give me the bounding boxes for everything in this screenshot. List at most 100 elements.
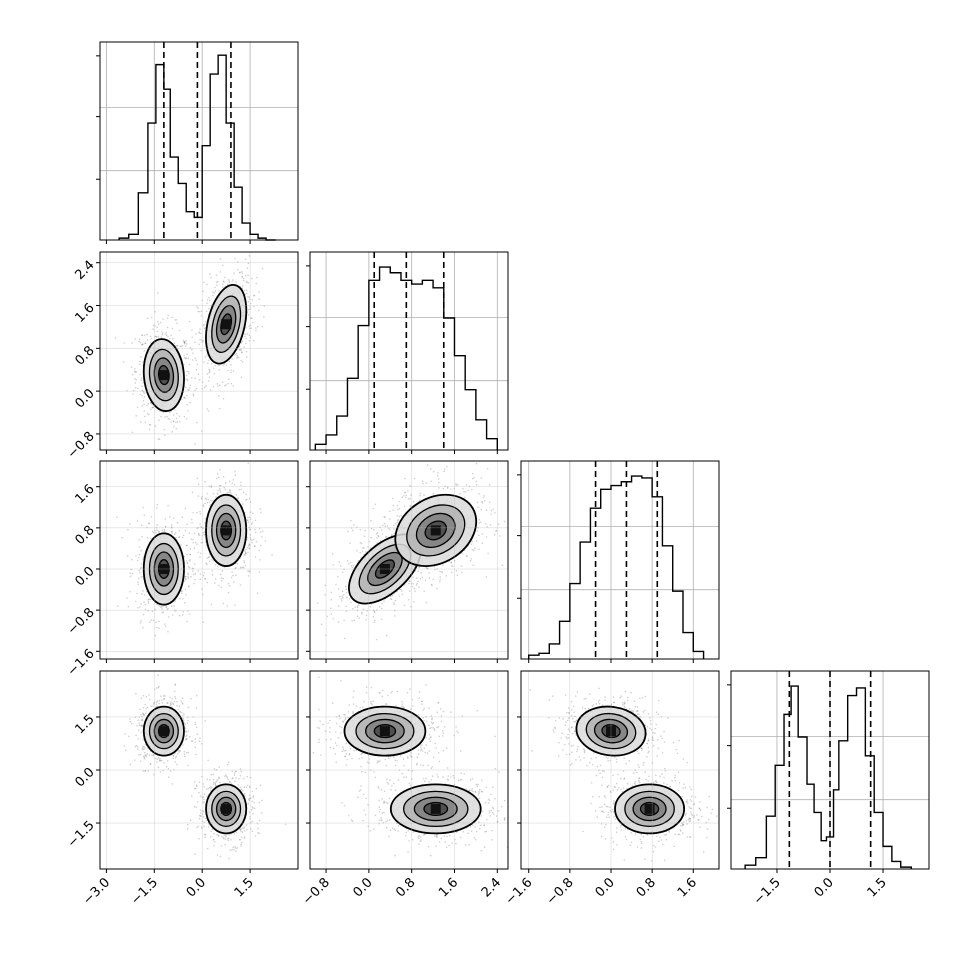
sample-point bbox=[200, 350, 202, 352]
sample-point bbox=[158, 531, 160, 533]
sample-point bbox=[246, 356, 248, 358]
sample-point bbox=[374, 611, 376, 613]
sample-point bbox=[138, 539, 140, 541]
sample-point bbox=[213, 839, 215, 841]
sample-point bbox=[160, 771, 162, 773]
sample-point bbox=[178, 750, 180, 752]
sample-point bbox=[241, 351, 243, 353]
sample-point bbox=[361, 612, 363, 614]
sample-point bbox=[258, 550, 260, 552]
sample-point bbox=[151, 317, 153, 319]
sample-point bbox=[228, 858, 230, 860]
sample-point bbox=[262, 530, 264, 532]
sample-point bbox=[232, 846, 234, 848]
sample-point bbox=[247, 519, 249, 521]
sample-point bbox=[129, 591, 131, 593]
sample-point bbox=[139, 394, 141, 396]
sample-point bbox=[392, 595, 394, 597]
sample-point bbox=[230, 839, 232, 841]
sample-point bbox=[420, 572, 422, 574]
sample-point bbox=[149, 456, 151, 458]
sample-point bbox=[478, 548, 480, 550]
sample-point bbox=[152, 619, 154, 621]
sample-point bbox=[174, 409, 176, 411]
sample-point bbox=[182, 715, 184, 717]
sample-point bbox=[248, 547, 250, 549]
sample-point bbox=[450, 488, 452, 490]
sample-point bbox=[256, 277, 258, 279]
sample-point bbox=[222, 570, 224, 572]
sample-point bbox=[154, 311, 156, 313]
sample-point bbox=[233, 772, 235, 774]
sample-point bbox=[237, 784, 239, 786]
sample-point bbox=[192, 359, 194, 361]
sample-point bbox=[150, 537, 152, 539]
sample-point bbox=[237, 497, 239, 499]
sample-point bbox=[142, 590, 144, 592]
sample-point bbox=[206, 557, 208, 559]
sample-point bbox=[219, 469, 221, 471]
sample-point bbox=[243, 562, 245, 564]
sample-point bbox=[262, 326, 264, 328]
sample-point bbox=[140, 714, 142, 716]
sample-point bbox=[337, 576, 339, 578]
sample-point bbox=[417, 570, 419, 572]
sample-point bbox=[186, 404, 188, 406]
sample-point bbox=[138, 738, 140, 740]
sample-point bbox=[143, 695, 145, 697]
sample-point bbox=[207, 502, 209, 504]
sample-point bbox=[123, 342, 125, 344]
sample-point bbox=[216, 274, 218, 276]
sample-point bbox=[199, 737, 201, 739]
sample-point bbox=[357, 605, 359, 607]
sample-point bbox=[370, 520, 372, 522]
sample-point bbox=[229, 361, 231, 363]
sample-point bbox=[225, 836, 227, 838]
sample-point bbox=[360, 542, 362, 544]
sample-point bbox=[124, 733, 126, 735]
sample-point bbox=[165, 526, 167, 528]
sample-point bbox=[197, 307, 199, 309]
sample-point bbox=[399, 508, 401, 510]
sample-point bbox=[203, 811, 205, 813]
sample-point bbox=[194, 377, 196, 379]
sample-point bbox=[427, 464, 429, 466]
sample-point bbox=[259, 832, 261, 834]
sample-point bbox=[136, 593, 138, 595]
sample-point bbox=[258, 291, 260, 293]
sample-point bbox=[204, 387, 206, 389]
sample-point bbox=[155, 472, 157, 474]
sample-point bbox=[222, 265, 224, 267]
sample-point bbox=[176, 701, 178, 703]
sample-point bbox=[393, 528, 395, 530]
sample-point bbox=[176, 413, 178, 415]
sample-point bbox=[135, 379, 137, 381]
sample-point bbox=[244, 786, 246, 788]
sample-point bbox=[179, 615, 181, 617]
sample-point bbox=[179, 598, 181, 600]
sample-point bbox=[159, 700, 161, 702]
sample-point bbox=[139, 554, 141, 556]
sample-point bbox=[341, 598, 343, 600]
sample-point bbox=[137, 581, 139, 583]
sample-point bbox=[240, 775, 242, 777]
sample-point bbox=[252, 513, 254, 515]
sample-point bbox=[242, 285, 244, 287]
sample-point bbox=[141, 593, 143, 595]
sample-point bbox=[257, 828, 259, 830]
sample-point bbox=[356, 550, 358, 552]
sample-point bbox=[187, 610, 189, 612]
sample-point bbox=[130, 576, 132, 578]
sample-point bbox=[183, 340, 185, 342]
sample-point bbox=[151, 755, 153, 757]
sample-point bbox=[199, 534, 201, 536]
sample-point bbox=[185, 730, 187, 732]
sample-point bbox=[184, 751, 186, 753]
sample-point bbox=[189, 736, 191, 738]
sample-point bbox=[225, 384, 227, 386]
sample-point bbox=[157, 504, 159, 506]
sample-point bbox=[480, 477, 482, 479]
sample-point bbox=[198, 373, 200, 375]
sample-point bbox=[255, 835, 257, 837]
sample-point bbox=[251, 809, 253, 811]
